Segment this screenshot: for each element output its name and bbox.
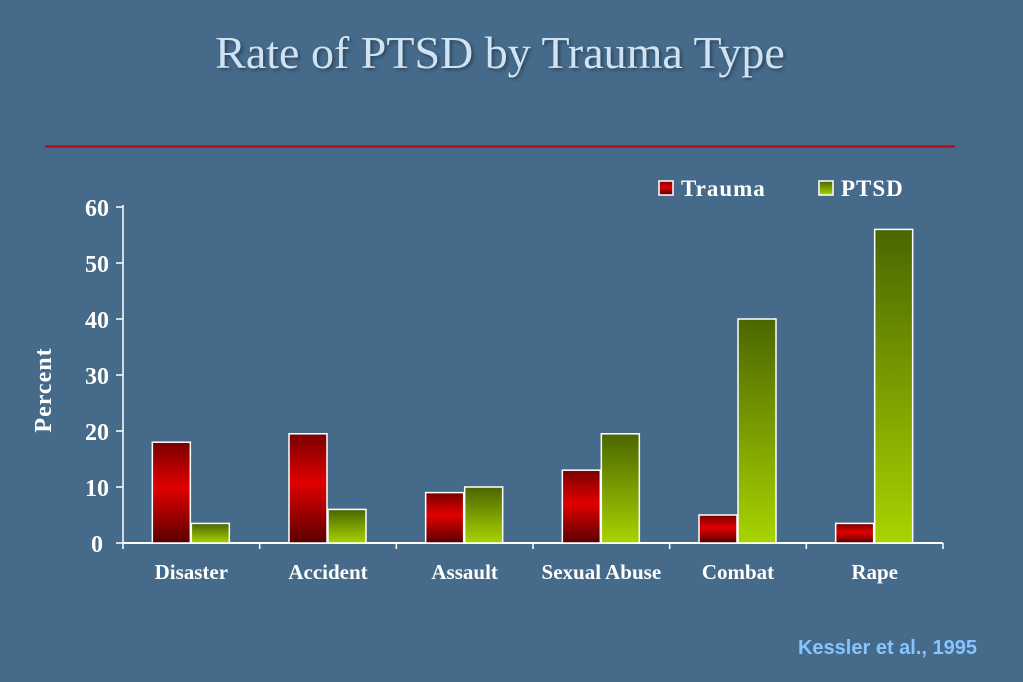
bar-trauma-disaster (151, 441, 192, 544)
y-tick-label: 50 (85, 252, 109, 278)
bar-ptsd-sexual-abuse (600, 433, 641, 544)
title-divider (45, 145, 955, 148)
x-tick-label: Disaster (155, 560, 228, 584)
y-tick-label: 20 (85, 420, 109, 446)
x-tick-label: Assault (431, 560, 498, 584)
y-tick-label: 60 (85, 196, 109, 222)
x-tick-label: Accident (288, 560, 367, 584)
y-tick-label: 10 (85, 476, 109, 502)
bar-trauma-assault (424, 491, 465, 544)
bar-trauma-sexual-abuse (561, 469, 602, 544)
legend-label-trauma: Trauma (681, 176, 766, 201)
bar-ptsd-accident (327, 508, 367, 544)
x-tick-label: Rape (851, 560, 898, 584)
y-axis-title: Percent (31, 347, 57, 432)
slide-title: Rate of PTSD by Trauma Type (215, 27, 785, 78)
bar-trauma-rape (834, 522, 875, 544)
bar-trauma-accident (288, 433, 328, 544)
x-tick-label: Combat (702, 560, 774, 584)
citation: Kessler et al., 1995 (797, 637, 977, 659)
bar-ptsd-disaster (190, 522, 231, 544)
legend-swatch-trauma (658, 180, 674, 196)
bar-ptsd-combat (737, 318, 777, 544)
y-tick-label: 40 (85, 308, 109, 334)
legend-swatch-ptsd (818, 180, 834, 196)
x-tick-label: Sexual Abuse (542, 560, 662, 584)
bar-ptsd-rape (873, 228, 914, 544)
legend-label-ptsd: PTSD (841, 176, 904, 201)
bar-trauma-combat (698, 514, 738, 544)
y-tick-label: 0 (91, 532, 103, 558)
y-tick-label: 30 (85, 364, 109, 390)
bar-ptsd-assault (463, 486, 504, 544)
